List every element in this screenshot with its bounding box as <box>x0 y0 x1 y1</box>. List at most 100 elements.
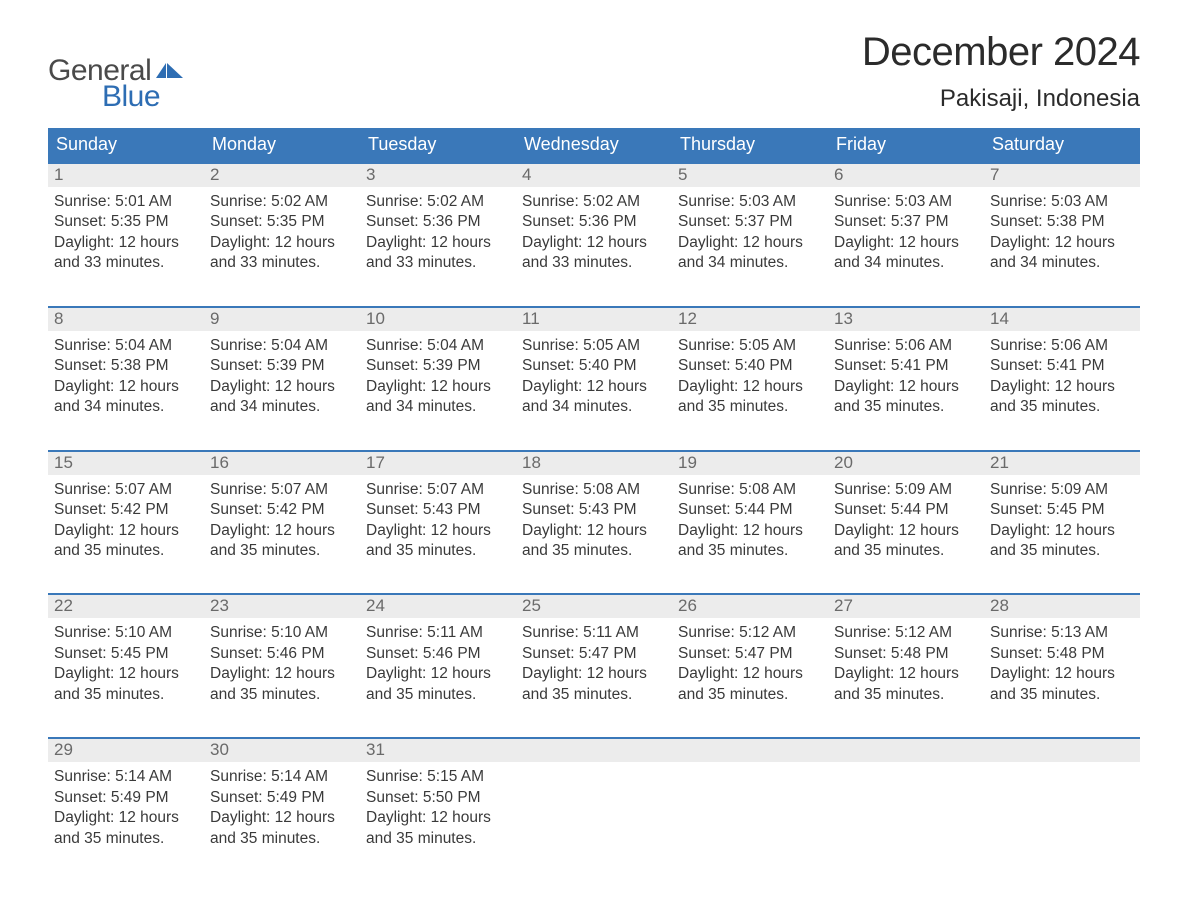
week-row: 22Sunrise: 5:10 AMSunset: 5:45 PMDayligh… <box>48 593 1140 709</box>
daylight-line: Daylight: 12 hours and 35 minutes. <box>366 664 510 705</box>
sunset-line: Sunset: 5:44 PM <box>834 500 978 520</box>
daylight-line: Daylight: 12 hours and 35 minutes. <box>366 808 510 849</box>
day-body: Sunrise: 5:11 AMSunset: 5:46 PMDaylight:… <box>360 618 516 709</box>
sunset-line: Sunset: 5:48 PM <box>990 644 1134 664</box>
day-number: 15 <box>48 452 204 475</box>
daylight-line: Daylight: 12 hours and 35 minutes. <box>210 521 354 562</box>
day-body: Sunrise: 5:01 AMSunset: 5:35 PMDaylight:… <box>48 187 204 278</box>
day-number: 10 <box>360 308 516 331</box>
location: Pakisaji, Indonesia <box>862 85 1140 113</box>
day-number: 13 <box>828 308 984 331</box>
day-body: Sunrise: 5:07 AMSunset: 5:42 PMDaylight:… <box>48 475 204 566</box>
day-body: Sunrise: 5:08 AMSunset: 5:43 PMDaylight:… <box>516 475 672 566</box>
daylight-line: Daylight: 12 hours and 33 minutes. <box>366 233 510 274</box>
daylight-line: Daylight: 12 hours and 35 minutes. <box>210 808 354 849</box>
day-number: 19 <box>672 452 828 475</box>
sunset-line: Sunset: 5:39 PM <box>210 356 354 376</box>
sunset-line: Sunset: 5:45 PM <box>54 644 198 664</box>
sunset-line: Sunset: 5:38 PM <box>990 212 1134 232</box>
day-number: 29 <box>48 739 204 762</box>
sunrise-line: Sunrise: 5:01 AM <box>54 192 198 212</box>
sunrise-line: Sunrise: 5:04 AM <box>54 336 198 356</box>
sunset-line: Sunset: 5:42 PM <box>210 500 354 520</box>
sunrise-line: Sunrise: 5:07 AM <box>54 480 198 500</box>
daylight-line: Daylight: 12 hours and 35 minutes. <box>678 664 822 705</box>
sunrise-line: Sunrise: 5:04 AM <box>366 336 510 356</box>
day-number: 24 <box>360 595 516 618</box>
day-number: 12 <box>672 308 828 331</box>
sunset-line: Sunset: 5:39 PM <box>366 356 510 376</box>
sunset-line: Sunset: 5:47 PM <box>678 644 822 664</box>
day-cell: 20Sunrise: 5:09 AMSunset: 5:44 PMDayligh… <box>828 452 984 566</box>
daylight-line: Daylight: 12 hours and 35 minutes. <box>834 521 978 562</box>
day-cell: 2Sunrise: 5:02 AMSunset: 5:35 PMDaylight… <box>204 164 360 278</box>
sunrise-line: Sunrise: 5:06 AM <box>834 336 978 356</box>
sunset-line: Sunset: 5:37 PM <box>834 212 978 232</box>
day-number-empty <box>828 739 984 762</box>
day-cell <box>516 739 672 853</box>
day-cell: 15Sunrise: 5:07 AMSunset: 5:42 PMDayligh… <box>48 452 204 566</box>
sunrise-line: Sunrise: 5:07 AM <box>210 480 354 500</box>
daylight-line: Daylight: 12 hours and 35 minutes. <box>990 664 1134 705</box>
day-body: Sunrise: 5:10 AMSunset: 5:45 PMDaylight:… <box>48 618 204 709</box>
sunset-line: Sunset: 5:40 PM <box>678 356 822 376</box>
day-body: Sunrise: 5:12 AMSunset: 5:47 PMDaylight:… <box>672 618 828 709</box>
sunset-line: Sunset: 5:43 PM <box>522 500 666 520</box>
sunrise-line: Sunrise: 5:02 AM <box>522 192 666 212</box>
weekday-label: Friday <box>828 128 984 162</box>
daylight-line: Daylight: 12 hours and 35 minutes. <box>522 664 666 705</box>
day-cell: 22Sunrise: 5:10 AMSunset: 5:45 PMDayligh… <box>48 595 204 709</box>
sunrise-line: Sunrise: 5:08 AM <box>522 480 666 500</box>
day-cell: 8Sunrise: 5:04 AMSunset: 5:38 PMDaylight… <box>48 308 204 422</box>
day-body: Sunrise: 5:04 AMSunset: 5:39 PMDaylight:… <box>360 331 516 422</box>
day-body: Sunrise: 5:10 AMSunset: 5:46 PMDaylight:… <box>204 618 360 709</box>
daylight-line: Daylight: 12 hours and 35 minutes. <box>678 377 822 418</box>
day-body: Sunrise: 5:03 AMSunset: 5:38 PMDaylight:… <box>984 187 1140 278</box>
day-number: 30 <box>204 739 360 762</box>
day-cell: 25Sunrise: 5:11 AMSunset: 5:47 PMDayligh… <box>516 595 672 709</box>
day-body: Sunrise: 5:04 AMSunset: 5:39 PMDaylight:… <box>204 331 360 422</box>
day-cell: 18Sunrise: 5:08 AMSunset: 5:43 PMDayligh… <box>516 452 672 566</box>
day-number: 11 <box>516 308 672 331</box>
weekday-label: Tuesday <box>360 128 516 162</box>
day-number: 4 <box>516 164 672 187</box>
sunrise-line: Sunrise: 5:03 AM <box>990 192 1134 212</box>
day-body: Sunrise: 5:09 AMSunset: 5:44 PMDaylight:… <box>828 475 984 566</box>
sunrise-line: Sunrise: 5:12 AM <box>834 623 978 643</box>
daylight-line: Daylight: 12 hours and 34 minutes. <box>834 233 978 274</box>
sunset-line: Sunset: 5:46 PM <box>210 644 354 664</box>
weekday-header-row: SundayMondayTuesdayWednesdayThursdayFrid… <box>48 128 1140 162</box>
daylight-line: Daylight: 12 hours and 35 minutes. <box>54 664 198 705</box>
daylight-line: Daylight: 12 hours and 35 minutes. <box>834 377 978 418</box>
daylight-line: Daylight: 12 hours and 35 minutes. <box>678 521 822 562</box>
sunset-line: Sunset: 5:49 PM <box>210 788 354 808</box>
day-cell: 17Sunrise: 5:07 AMSunset: 5:43 PMDayligh… <box>360 452 516 566</box>
day-number: 1 <box>48 164 204 187</box>
day-cell: 27Sunrise: 5:12 AMSunset: 5:48 PMDayligh… <box>828 595 984 709</box>
sunset-line: Sunset: 5:48 PM <box>834 644 978 664</box>
day-cell <box>984 739 1140 853</box>
day-body: Sunrise: 5:08 AMSunset: 5:44 PMDaylight:… <box>672 475 828 566</box>
daylight-line: Daylight: 12 hours and 35 minutes. <box>834 664 978 705</box>
day-cell <box>672 739 828 853</box>
day-cell: 1Sunrise: 5:01 AMSunset: 5:35 PMDaylight… <box>48 164 204 278</box>
day-cell: 16Sunrise: 5:07 AMSunset: 5:42 PMDayligh… <box>204 452 360 566</box>
day-cell: 28Sunrise: 5:13 AMSunset: 5:48 PMDayligh… <box>984 595 1140 709</box>
day-body: Sunrise: 5:06 AMSunset: 5:41 PMDaylight:… <box>828 331 984 422</box>
sunset-line: Sunset: 5:43 PM <box>366 500 510 520</box>
sunrise-line: Sunrise: 5:11 AM <box>522 623 666 643</box>
day-body: Sunrise: 5:03 AMSunset: 5:37 PMDaylight:… <box>672 187 828 278</box>
day-body: Sunrise: 5:11 AMSunset: 5:47 PMDaylight:… <box>516 618 672 709</box>
day-number: 25 <box>516 595 672 618</box>
day-number: 17 <box>360 452 516 475</box>
sunset-line: Sunset: 5:45 PM <box>990 500 1134 520</box>
day-body: Sunrise: 5:05 AMSunset: 5:40 PMDaylight:… <box>672 331 828 422</box>
sunset-line: Sunset: 5:47 PM <box>522 644 666 664</box>
daylight-line: Daylight: 12 hours and 35 minutes. <box>54 808 198 849</box>
day-body: Sunrise: 5:07 AMSunset: 5:43 PMDaylight:… <box>360 475 516 566</box>
day-number: 26 <box>672 595 828 618</box>
day-cell: 4Sunrise: 5:02 AMSunset: 5:36 PMDaylight… <box>516 164 672 278</box>
day-cell: 21Sunrise: 5:09 AMSunset: 5:45 PMDayligh… <box>984 452 1140 566</box>
day-body: Sunrise: 5:02 AMSunset: 5:35 PMDaylight:… <box>204 187 360 278</box>
sunset-line: Sunset: 5:44 PM <box>678 500 822 520</box>
